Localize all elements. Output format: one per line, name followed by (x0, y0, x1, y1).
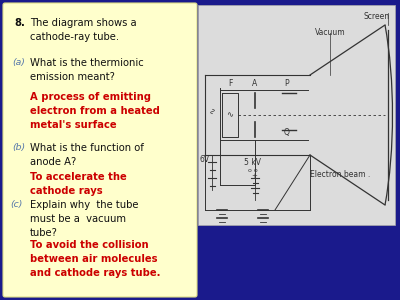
Text: To avoid the collision
between air molecules
and cathode rays tube.: To avoid the collision between air molec… (30, 240, 160, 278)
Text: A: A (252, 79, 258, 88)
Text: P: P (284, 79, 289, 88)
Text: (b): (b) (12, 143, 25, 152)
Text: 5 kV: 5 kV (244, 158, 262, 167)
Text: (c): (c) (10, 200, 22, 209)
FancyBboxPatch shape (3, 3, 197, 297)
Text: Electron beam .: Electron beam . (310, 170, 370, 179)
Text: +: + (251, 173, 257, 179)
Text: What is the thermionic
emission meant?: What is the thermionic emission meant? (30, 58, 144, 82)
Text: Vacuum: Vacuum (315, 28, 345, 37)
Text: F: F (228, 79, 232, 88)
Text: What is the function of
anode A?: What is the function of anode A? (30, 143, 144, 167)
Text: Q: Q (284, 128, 290, 137)
Text: Screen: Screen (364, 12, 390, 21)
Text: To accelerate the
cathode rays: To accelerate the cathode rays (30, 172, 127, 196)
Text: The diagram shows a
cathode-ray tube.: The diagram shows a cathode-ray tube. (30, 18, 137, 42)
Text: Explain why  the tube
must be a  vacuum
tube?: Explain why the tube must be a vacuum tu… (30, 200, 138, 238)
Bar (198, 5, 395, 225)
Text: 6V: 6V (200, 155, 210, 164)
Text: A process of emitting
electron from a heated
metal's surface: A process of emitting electron from a he… (30, 92, 160, 130)
Text: o o: o o (248, 168, 258, 173)
Text: (a): (a) (12, 58, 25, 67)
Text: 8.: 8. (14, 18, 25, 28)
Text: ∿: ∿ (226, 110, 234, 119)
Text: ∿: ∿ (208, 106, 218, 113)
